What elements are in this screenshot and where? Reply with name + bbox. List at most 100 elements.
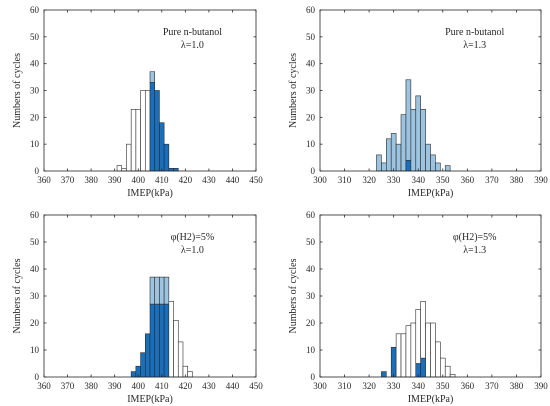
ytick-label-1-0: 0 (35, 166, 40, 176)
xtick-label-2-3: 330 (387, 175, 401, 185)
x-axis-label-1: IMEP(kPa) (127, 188, 173, 199)
bar-1-0-empty (116, 165, 123, 172)
bar-2-9-light (420, 108, 426, 172)
xtick-label-1-9: 450 (249, 175, 263, 185)
bar-2-6-dark (405, 159, 412, 172)
bar-1-10-dark (163, 143, 170, 172)
xtick-label-4-7: 370 (485, 381, 499, 391)
xtick-label-1-2: 380 (84, 175, 98, 185)
xtick-label-1-5: 410 (155, 175, 169, 185)
xtick-label-3-7: 430 (202, 381, 216, 391)
xtick-label-4-5: 350 (436, 381, 450, 391)
xtick-label-1-0: 360 (37, 175, 51, 185)
annotation-4-2: λ=1.3 (463, 245, 486, 256)
ytick-label-3-4: 40 (30, 264, 40, 274)
bar-2-12-light (435, 162, 441, 172)
bar-2-2-light (385, 138, 392, 172)
xtick-label-4-8: 380 (510, 381, 524, 391)
bar-4-4-empty (400, 333, 407, 378)
bar-2-3-light (390, 133, 397, 172)
bar-3-3-dark (144, 333, 151, 378)
xtick-label-3-2: 380 (84, 381, 98, 391)
bar-4-13-empty (444, 365, 451, 378)
bar-1-4-empty (135, 108, 141, 172)
bar-4-6-empty (410, 322, 417, 378)
bar-4-12-empty (440, 357, 446, 378)
xtick-label-1-7: 430 (202, 175, 216, 185)
ytick-label-2-0: 0 (311, 166, 316, 176)
bar-3-2-dark (140, 352, 146, 378)
bar-1-7-light (149, 71, 156, 83)
ytick-label-1-3: 30 (30, 86, 40, 96)
xtick-label-2-7: 370 (485, 175, 499, 185)
ytick-label-2-1: 10 (306, 139, 316, 149)
bar-3-9-empty (173, 319, 179, 378)
ytick-label-1-5: 50 (30, 32, 40, 42)
annotation-2-1: Pure n-butanol (445, 27, 504, 38)
bar-1-7-dark (149, 82, 156, 172)
x-axis-label-2: IMEP(kPa) (408, 188, 454, 199)
x-axis-label-4: IMEP(kPa) (408, 394, 454, 405)
xtick-label-4-9: 390 (534, 381, 548, 391)
ytick-label-4-3: 30 (306, 291, 316, 301)
bar-4-8-empty (420, 301, 426, 359)
annotation-1-2: λ=1.0 (181, 40, 204, 51)
ytick-label-2-4: 40 (306, 59, 316, 69)
ytick-label-3-0: 0 (35, 372, 40, 382)
ytick-label-4-1: 10 (306, 345, 316, 355)
ytick-label-3-1: 10 (30, 345, 40, 355)
ytick-label-1-1: 10 (30, 139, 40, 149)
xtick-label-3-9: 450 (249, 381, 263, 391)
ytick-label-4-5: 50 (306, 237, 316, 247)
bar-2-7-light (410, 108, 417, 172)
bar-2-1-light (381, 162, 387, 172)
bar-1-6-empty (144, 90, 151, 172)
xtick-label-3-4: 400 (131, 381, 145, 391)
y-axis-label-1: Numbers of cycles (12, 53, 23, 128)
ytick-label-2-5: 50 (306, 32, 316, 42)
ytick-label-2-2: 20 (306, 112, 316, 122)
ytick-label-4-4: 40 (306, 264, 316, 274)
bar-2-14-light (444, 165, 451, 172)
xtick-label-4-0: 300 (313, 381, 327, 391)
bar-3-0-dark (130, 371, 137, 378)
ytick-label-3-3: 30 (30, 291, 40, 301)
bar-2-10-light (425, 143, 431, 172)
xtick-label-2-4: 340 (411, 175, 425, 185)
ytick-label-4-6: 60 (306, 210, 316, 220)
bar-2-8-light (415, 95, 421, 172)
x-axis-label-3: IMEP(kPa) (127, 394, 173, 405)
bar-4-0-dark (381, 371, 387, 378)
bar-2-4-light (395, 143, 402, 172)
bar-2-0-light (376, 154, 382, 172)
bar-2-6-light (405, 79, 412, 161)
annotation-2-2: λ=1.3 (463, 40, 486, 51)
bar-3-4-light (149, 276, 156, 305)
bar-4-2-dark (390, 346, 397, 378)
bar-1-3-empty (130, 108, 137, 172)
bar-3-12-empty (187, 371, 193, 378)
bar-3-4-dark (149, 303, 156, 378)
xtick-label-3-8: 440 (226, 381, 240, 391)
bar-3-8-empty (168, 301, 174, 378)
bar-1-9-dark (159, 122, 165, 172)
bar-3-7-dark (163, 303, 170, 378)
y-axis-label-3: Numbers of cycles (12, 258, 23, 333)
bar-3-6-light (159, 276, 165, 305)
y-axis-label-4: Numbers of cycles (288, 258, 299, 333)
panel-2: 0 10 20 30 40 50 60 300 310 320 330 340 350 360 370 380… (288, 5, 548, 199)
xtick-label-1-8: 440 (226, 175, 240, 185)
bar-4-11-empty (435, 341, 441, 378)
ytick-label-2-3: 30 (306, 86, 316, 96)
xtick-label-2-2: 320 (362, 175, 376, 185)
ytick-label-3-6: 60 (30, 210, 40, 220)
xtick-label-4-4: 340 (411, 381, 425, 391)
ytick-label-3-2: 20 (30, 318, 40, 328)
xtick-label-3-1: 370 (61, 381, 75, 391)
bar-1-8-dark (154, 90, 160, 172)
xtick-label-4-1: 310 (338, 381, 352, 391)
ytick-label-1-6: 60 (30, 5, 40, 15)
ytick-label-4-0: 0 (311, 372, 316, 382)
xtick-label-3-5: 410 (155, 381, 169, 391)
